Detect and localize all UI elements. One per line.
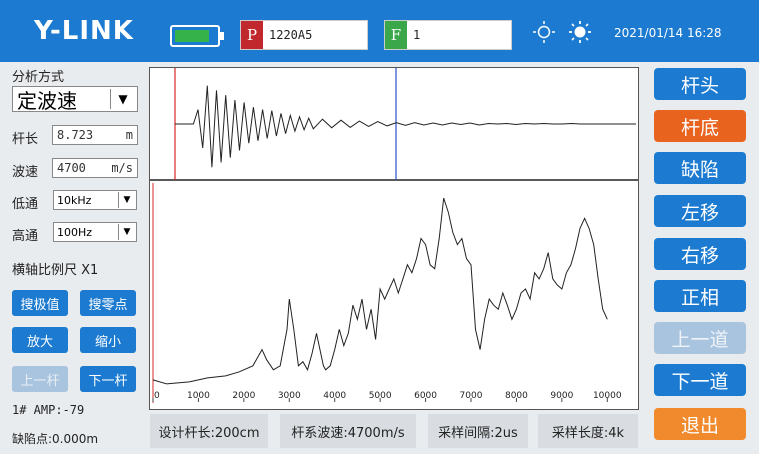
positive-phase-button[interactable]: 正相 [654,280,746,312]
p-tag: P [241,21,263,49]
highpass-select[interactable]: 100Hz ▼ [53,222,137,242]
x-tick-label: 1000 [187,391,210,401]
pile-length-unit: m [125,128,133,142]
waveform-svg: 0 1000 2000 3000 4000 5000 6000 7000 8000 9000 100… [150,68,638,403]
frequency-spectrum-series [152,197,608,385]
chevron-down-icon: ▼ [110,89,135,109]
x-tick-label: 10000 [593,391,622,401]
zoom-out-button[interactable]: 缩小 [80,327,136,353]
time-domain-series [175,85,636,168]
wave-speed-field[interactable]: 4700 m/s [52,158,138,178]
wave-speed-unit: m/s [111,161,133,175]
x-tick-label: 3000 [278,391,301,401]
chevron-down-icon: ▼ [118,224,135,240]
wave-speed-label: 波速 [12,165,39,180]
file-number-value: 1 [413,28,421,42]
sample-length-info: 采样长度:4k [538,414,638,448]
defect-point-readout: 缺陷点:0.000m [12,432,99,446]
project-id-value: 1220A5 [269,28,313,42]
next-channel-button[interactable]: 下一道 [654,364,746,396]
time-domain-line [175,85,636,168]
datetime: 2021/01/14 16:28 [614,26,722,40]
x-tick-label: 2000 [232,391,255,401]
prev-channel-button[interactable]: 上一道 [654,322,746,354]
chevron-down-icon: ▼ [118,192,135,208]
amp-readout: 1# AMP:-79 [12,403,85,417]
pile-length-value: 8.723 [57,128,94,142]
f-tag: F [385,21,407,49]
project-id-field[interactable]: P 1220A5 [240,20,368,50]
frequency-spectrum-line [152,197,608,385]
file-number-field[interactable]: F 1 [384,20,512,50]
analysis-method-select[interactable]: 定波速 ▼ [12,86,138,113]
x-tick-label: 5000 [369,391,392,401]
brand-logo: Y-LINK [34,16,134,46]
lowpass-select[interactable]: 10kHz ▼ [53,190,137,210]
wave-speed-value: 4700 [57,161,86,175]
prev-pile-button[interactable]: 上一杆 [12,366,68,392]
x-tick-label: 7000 [460,391,483,401]
scale-label: 横轴比例尺 X1 [12,263,99,278]
move-left-button[interactable]: 左移 [654,195,746,227]
design-length-info: 设计杆长:200cm [150,414,268,448]
waveform-chart[interactable]: 0 1000 2000 3000 4000 5000 6000 7000 8000 9000 100… [149,67,639,410]
pile-bottom-button[interactable]: 杆底 [654,110,746,142]
move-right-button[interactable]: 右移 [654,238,746,270]
highpass-value: 100Hz [57,225,93,239]
pile-head-button[interactable]: 杆头 [654,68,746,100]
x-tick-label: 8000 [505,391,528,401]
zoom-in-button[interactable]: 放大 [12,327,68,353]
pile-length-label: 杆长 [12,132,39,147]
brightness-low-icon[interactable] [532,20,556,44]
lowpass-value: 10kHz [57,193,92,207]
search-peak-button[interactable]: 搜极值 [12,290,68,316]
highpass-label: 高通 [12,229,39,244]
x-tick-label: 6000 [414,391,437,401]
system-wave-speed-info: 杆系波速:4700m/s [280,414,416,448]
battery-icon [170,25,224,47]
x-tick-label: 9000 [550,391,573,401]
sample-interval-info: 采样间隔:2us [428,414,528,448]
top-bar: Y-LINK P 1220A5 F 1 2021/01/14 16:28 [0,0,759,62]
brightness-high-icon[interactable] [568,20,592,44]
exit-button[interactable]: 退出 [654,408,746,440]
lowpass-label: 低通 [12,197,39,212]
x-axis-ticks: 0 1000 2000 3000 4000 5000 6000 7000 8000 9000 100… [152,391,622,402]
analysis-method-label: 分析方式 [12,70,65,85]
x-tick-label: 0 [154,391,160,401]
x-tick-label: 4000 [323,391,346,401]
next-pile-button[interactable]: 下一杆 [80,366,136,392]
pile-length-field[interactable]: 8.723 m [52,125,138,145]
analysis-method-value: 定波速 [17,88,77,113]
search-zero-button[interactable]: 搜零点 [80,290,136,316]
defect-button[interactable]: 缺陷 [654,152,746,184]
